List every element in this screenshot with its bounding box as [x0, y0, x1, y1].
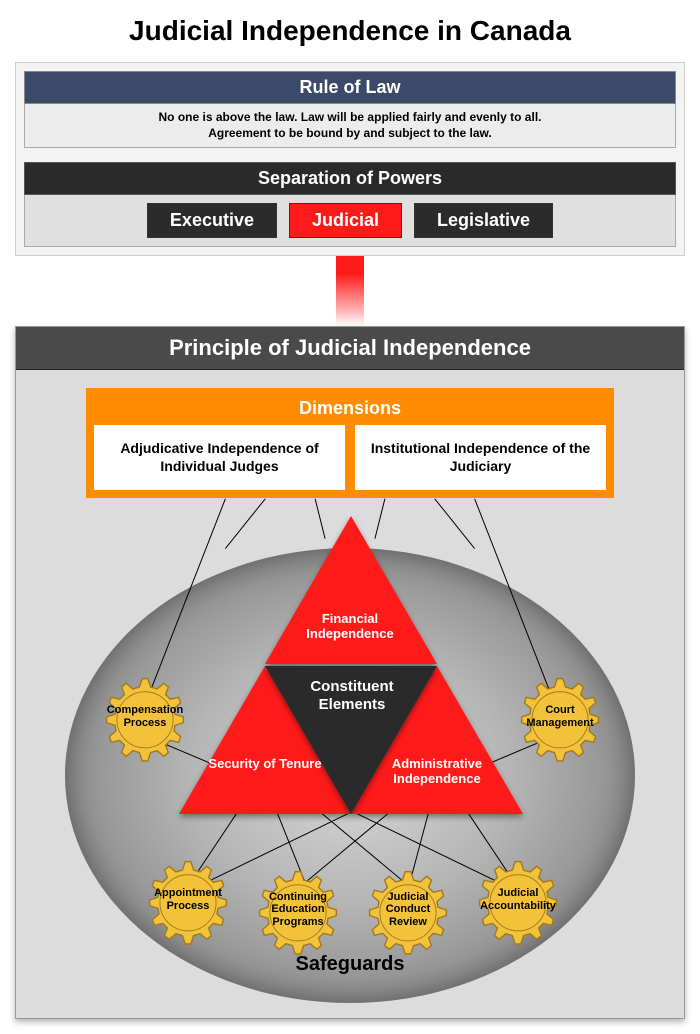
gear-label: Judicial Accountability [472, 887, 564, 912]
top-panel: Rule of Law No one is above the law. Law… [15, 62, 685, 256]
gear-compensation: Compensation Process [101, 673, 189, 761]
gear-label: Appointment Process [144, 887, 232, 912]
gear-label: Compensation Process [99, 704, 191, 729]
gear-conduct: Judicial Conduct Review [364, 866, 452, 954]
rule-of-law-body: No one is above the law. Law will be app… [24, 104, 676, 148]
rule-of-law-line1: No one is above the law. Law will be app… [31, 110, 669, 126]
gear-label: Court Management [516, 704, 604, 729]
dimension-institutional: Institutional Independence of the Judici… [355, 425, 606, 489]
triangle-label-admin: Administrative Independence [372, 756, 502, 787]
gear-appointment: Appointment Process [144, 856, 232, 944]
page-title: Judicial Independence in Canada [0, 0, 700, 62]
principle-header: Principle of Judicial Independence [16, 327, 684, 370]
principle-panel: Principle of Judicial Independence Dimen… [15, 326, 685, 1018]
separation-body: Executive Judicial Legislative [24, 195, 676, 247]
gear-court-management: Court Management [516, 673, 604, 761]
dimension-adjudicative: Adjudicative Independence of Individual … [94, 425, 345, 489]
gear-label: Judicial Conduct Review [364, 891, 452, 929]
circle-stage: Financial Independence Security of Tenur… [16, 488, 684, 1018]
rule-of-law-line2: Agreement to be bound by and subject to … [31, 126, 669, 142]
safeguards-label: Safeguards [296, 953, 405, 976]
separation-header: Separation of Powers [24, 162, 676, 195]
dimensions-box: Dimensions Adjudicative Independence of … [86, 388, 614, 497]
branch-executive: Executive [147, 203, 277, 238]
dimensions-title: Dimensions [92, 394, 608, 423]
gear-accountability: Judicial Accountability [474, 856, 562, 944]
branch-judicial: Judicial [289, 203, 402, 238]
gear-education: Continuing Education Programs [254, 866, 342, 954]
triangle-label-financial: Financial Independence [285, 611, 415, 642]
branch-legislative: Legislative [414, 203, 553, 238]
rule-of-law-header: Rule of Law [24, 71, 676, 104]
gear-label: Continuing Education Programs [254, 891, 342, 929]
triangle-label-center: Constituent Elements [292, 678, 412, 714]
triangle-label-security: Security of Tenure [200, 756, 330, 772]
connector-arrow [336, 256, 364, 326]
triangle-cluster: Financial Independence Security of Tenur… [180, 516, 520, 806]
